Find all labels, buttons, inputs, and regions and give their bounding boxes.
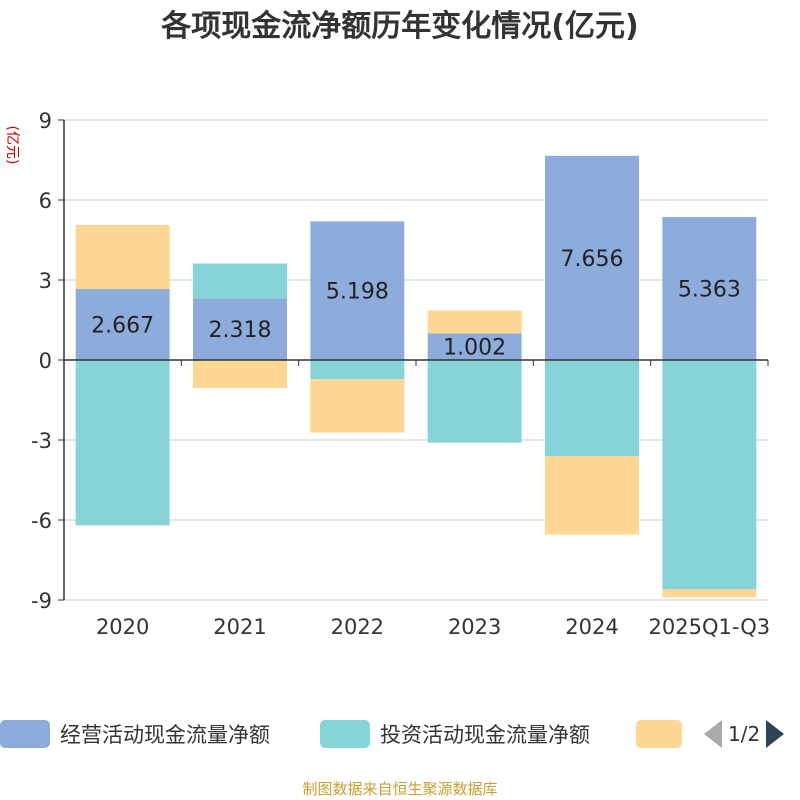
bar-investing — [662, 360, 757, 590]
triangle-left-icon[interactable] — [704, 720, 722, 748]
legend-item-investing[interactable]: 投资活动现金流量净额 — [320, 716, 590, 752]
legend-swatch-financing — [636, 720, 682, 748]
data-label-operating: 1.002 — [443, 336, 506, 361]
bar-operating — [662, 216, 757, 360]
bar-operating — [75, 288, 170, 360]
data-label-operating: 5.198 — [326, 280, 389, 305]
bar-financing — [193, 360, 287, 388]
bar-investing — [75, 360, 170, 526]
data-label-operating: 2.667 — [91, 313, 154, 338]
data-label-operating: 2.318 — [209, 318, 272, 343]
legend-item-financing[interactable] — [636, 716, 682, 752]
bar-operating — [193, 298, 287, 360]
x-tick-label: 2022 — [331, 615, 384, 639]
data-label-operating: 5.363 — [678, 277, 741, 302]
bar-financing — [310, 379, 405, 433]
y-tick-label: 0 — [39, 349, 52, 373]
bar-investing — [545, 360, 639, 456]
bar-investing — [310, 360, 405, 380]
bar-financing — [427, 310, 522, 334]
chart-title: 各项现金流净额历年变化情况(亿元) — [160, 9, 638, 44]
bar-financing — [545, 456, 639, 535]
legend-pager: 1/2 — [704, 716, 785, 752]
triangle-right-icon[interactable] — [766, 720, 785, 748]
bar-investing — [427, 360, 522, 443]
x-tick-label: 2021 — [213, 615, 266, 639]
legend-item-operating[interactable]: 经营活动现金流量净额 — [0, 716, 270, 752]
bar-operating — [427, 333, 522, 360]
x-tick-label: 2023 — [448, 615, 501, 639]
y-tick-label: 9 — [39, 109, 52, 133]
legend-label-operating: 经营活动现金流量净额 — [60, 723, 270, 747]
y-tick-label: -9 — [31, 589, 52, 613]
y-tick-label: 6 — [39, 189, 52, 213]
y-axis-unit-label: (亿元) — [4, 126, 20, 165]
bars — [75, 155, 757, 598]
chart-legend: 经营活动现金流量净额 投资活动现金流量净额 1/2 — [0, 716, 800, 752]
bar-operating — [545, 155, 639, 360]
legend-label-investing: 投资活动现金流量净额 — [380, 723, 590, 747]
legend-swatch-investing — [320, 720, 370, 748]
bar-financing — [662, 589, 757, 598]
data-source-note: 制图数据来自恒生聚源数据库 — [302, 780, 498, 798]
y-tick-label: -3 — [31, 429, 52, 453]
grid-lines — [64, 119, 768, 601]
legend-swatch-operating — [0, 720, 50, 748]
y-tick-label: 3 — [39, 269, 52, 293]
x-tick-label: 2020 — [96, 615, 149, 639]
bar-operating — [310, 221, 405, 360]
x-tick-label: 2025Q1-Q3 — [649, 615, 771, 639]
data-labels: 2.667 2.318 5.198 1.002 7.656 5.363 — [91, 247, 741, 361]
axes: 9 6 3 0 -3 -6 -9 2020 2021 2022 2023 2024 2025Q1-Q3 — [31, 109, 770, 639]
data-label-operating: 7.656 — [561, 247, 624, 272]
y-tick-label: -6 — [31, 509, 52, 533]
x-tick-label: 2024 — [565, 615, 618, 639]
bar-financing — [75, 224, 170, 289]
legend-page-indicator: 1/2 — [728, 722, 761, 746]
bar-investing — [193, 263, 287, 299]
